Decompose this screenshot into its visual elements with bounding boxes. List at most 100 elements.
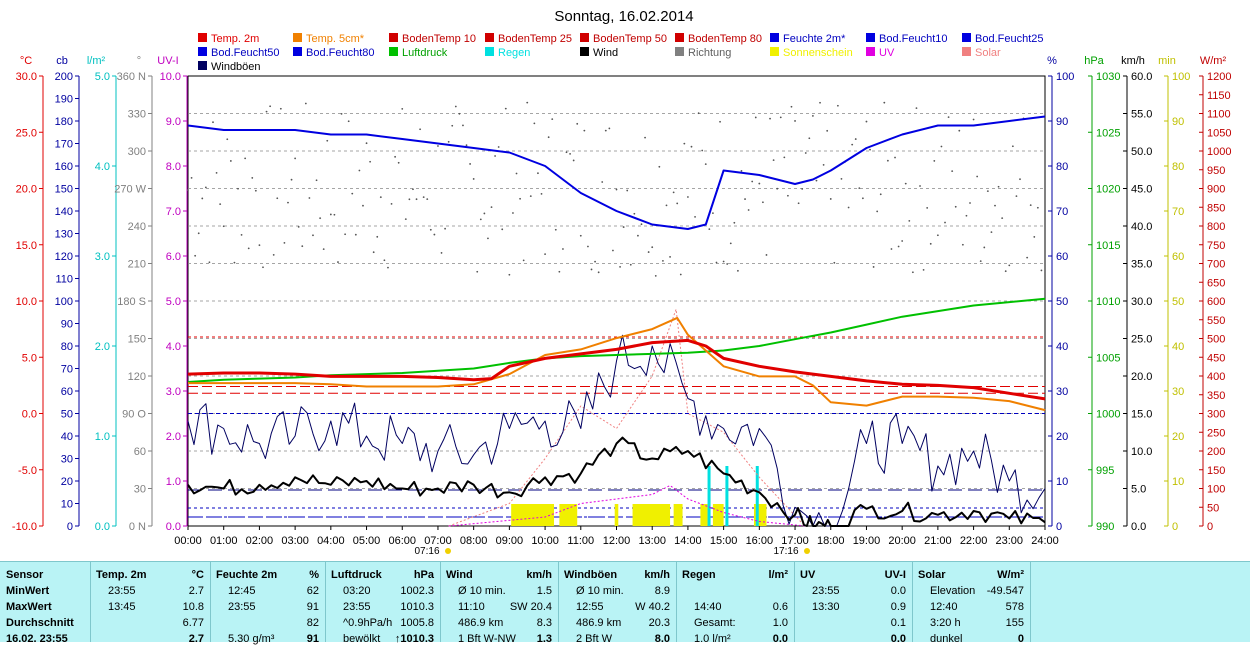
sunrise-label: 07:16 — [414, 546, 439, 557]
summary-temp: Temp. 2m °C 23:55 2.7 13:45 10.8 6.77 2.7 — [90, 562, 211, 645]
left-axis-tick: 20.0 — [16, 184, 37, 196]
direction-dot — [301, 245, 304, 248]
summary-sensor: Sensor MinWert MaxWert Durchschnitt 16.0… — [0, 562, 91, 645]
direction-dot — [233, 261, 236, 264]
direction-dot — [437, 145, 439, 147]
summary-cell-label: 23:55 — [343, 601, 371, 613]
summary-cell-label: 2 Bft W — [576, 633, 613, 645]
x-axis-tick: 15:00 — [710, 535, 738, 547]
summary-cell-value: 91 — [306, 633, 319, 645]
legend-swatch — [293, 47, 302, 56]
x-axis-tick: 17:00 — [781, 535, 809, 547]
direction-dot — [608, 127, 611, 130]
left-axis-tick: 360 N — [117, 71, 146, 83]
direction-dot — [647, 251, 650, 253]
direction-dot — [415, 198, 418, 201]
right-axis-tick: 35.0 — [1131, 259, 1152, 271]
direction-dot — [726, 263, 729, 265]
direction-dot — [237, 187, 239, 190]
direction-dot — [697, 112, 700, 115]
right-axis-unit: km/h — [1121, 55, 1145, 67]
direction-dot — [983, 246, 986, 249]
legend-swatch — [198, 47, 207, 56]
direction-dot — [458, 112, 461, 115]
direction-dot — [465, 144, 468, 147]
direction-dot — [840, 177, 843, 180]
summary-cell-label: 12:40 — [930, 601, 958, 613]
right-axis-tick: 150 — [1207, 465, 1225, 477]
direction-dot — [658, 165, 661, 168]
direction-dot — [444, 227, 446, 230]
sunshine-bar — [700, 504, 708, 526]
left-axis-tick: 60 — [61, 386, 73, 398]
direction-dot — [719, 120, 721, 123]
direction-dot — [365, 142, 368, 145]
summary-cell-value: 578 — [1005, 601, 1024, 613]
sunset-icon — [804, 548, 810, 554]
direction-dot — [504, 107, 507, 110]
direction-dot — [279, 107, 282, 110]
direction-dot — [819, 101, 821, 104]
left-axis-tick: 270 W — [114, 184, 146, 196]
summary-table: Sensor MinWert MaxWert Durchschnitt 16.0… — [0, 561, 1250, 645]
right-axis-tick: 995 — [1096, 465, 1114, 477]
summary-cell-value: 155 — [1005, 617, 1024, 629]
left-axis-tick: 30 — [61, 454, 73, 466]
legend-label: BodenTemp 80 — [688, 33, 762, 45]
direction-dot — [762, 201, 764, 204]
direction-dot — [869, 148, 871, 151]
left-axis-tick: 5.0 — [95, 71, 110, 83]
summary-cell-label: 3:20 h — [930, 617, 961, 629]
direction-dot — [197, 232, 200, 235]
direction-dot — [440, 252, 443, 254]
direction-dot — [208, 261, 211, 264]
right-axis-tick: 650 — [1207, 277, 1225, 289]
x-axis-tick: 23:00 — [996, 535, 1024, 547]
direction-dot — [744, 198, 746, 200]
direction-dot — [747, 209, 750, 211]
direction-dot — [583, 129, 586, 132]
right-axis-tick: 55.0 — [1131, 109, 1152, 121]
direction-dot — [679, 273, 682, 276]
summary-unit: km/h — [644, 569, 670, 581]
summary-cell-value: 20.3 — [648, 617, 670, 629]
summary-cell-label: bewölkt — [343, 633, 381, 645]
legend-label: Windböen — [211, 61, 261, 73]
direction-dot — [961, 243, 964, 246]
direction-dot — [297, 225, 300, 228]
legend-label: Wind — [593, 47, 618, 59]
direction-dot — [615, 188, 618, 191]
right-axis-tick: 800 — [1207, 221, 1225, 233]
legend-swatch — [770, 47, 779, 56]
direction-dot — [604, 129, 607, 132]
x-axis-tick: 19:00 — [853, 535, 881, 547]
right-axis-tick: 1000 — [1096, 409, 1120, 421]
legend-label: Bod.Feucht80 — [306, 47, 375, 59]
summary-cell-value: 1.0 — [772, 617, 788, 629]
direction-dot — [447, 140, 450, 143]
direction-dot — [894, 156, 896, 159]
x-axis-tick: 10:00 — [531, 535, 559, 547]
right-axis-tick: 70 — [1172, 206, 1184, 218]
direction-dot — [872, 266, 875, 268]
right-axis-tick: 30 — [1056, 386, 1068, 398]
summary-cell-label: 11:10 — [458, 601, 485, 613]
right-axis-tick: 50 — [1207, 502, 1219, 514]
legend-label: Richtung — [688, 47, 731, 59]
direction-dot — [622, 226, 625, 228]
left-axis-tick: 0.0 — [95, 521, 110, 533]
x-axis-tick: 21:00 — [924, 535, 952, 547]
right-axis-tick: 10 — [1172, 476, 1184, 488]
left-axis-tick: 180 — [55, 116, 73, 128]
left-axis-tick: 90 — [61, 319, 73, 331]
direction-dot — [836, 104, 839, 107]
right-axis-tick: 550 — [1207, 315, 1225, 327]
legend-swatch — [866, 33, 875, 42]
direction-dot — [822, 163, 825, 166]
x-axis-tick: 13:00 — [638, 535, 666, 547]
x-axis-tick: 03:00 — [281, 535, 309, 547]
direction-dot — [519, 197, 521, 200]
direction-dot — [662, 259, 664, 262]
summary-cell-value: 1.5 — [536, 585, 552, 597]
summary-cell-value: 0.0 — [890, 633, 906, 645]
